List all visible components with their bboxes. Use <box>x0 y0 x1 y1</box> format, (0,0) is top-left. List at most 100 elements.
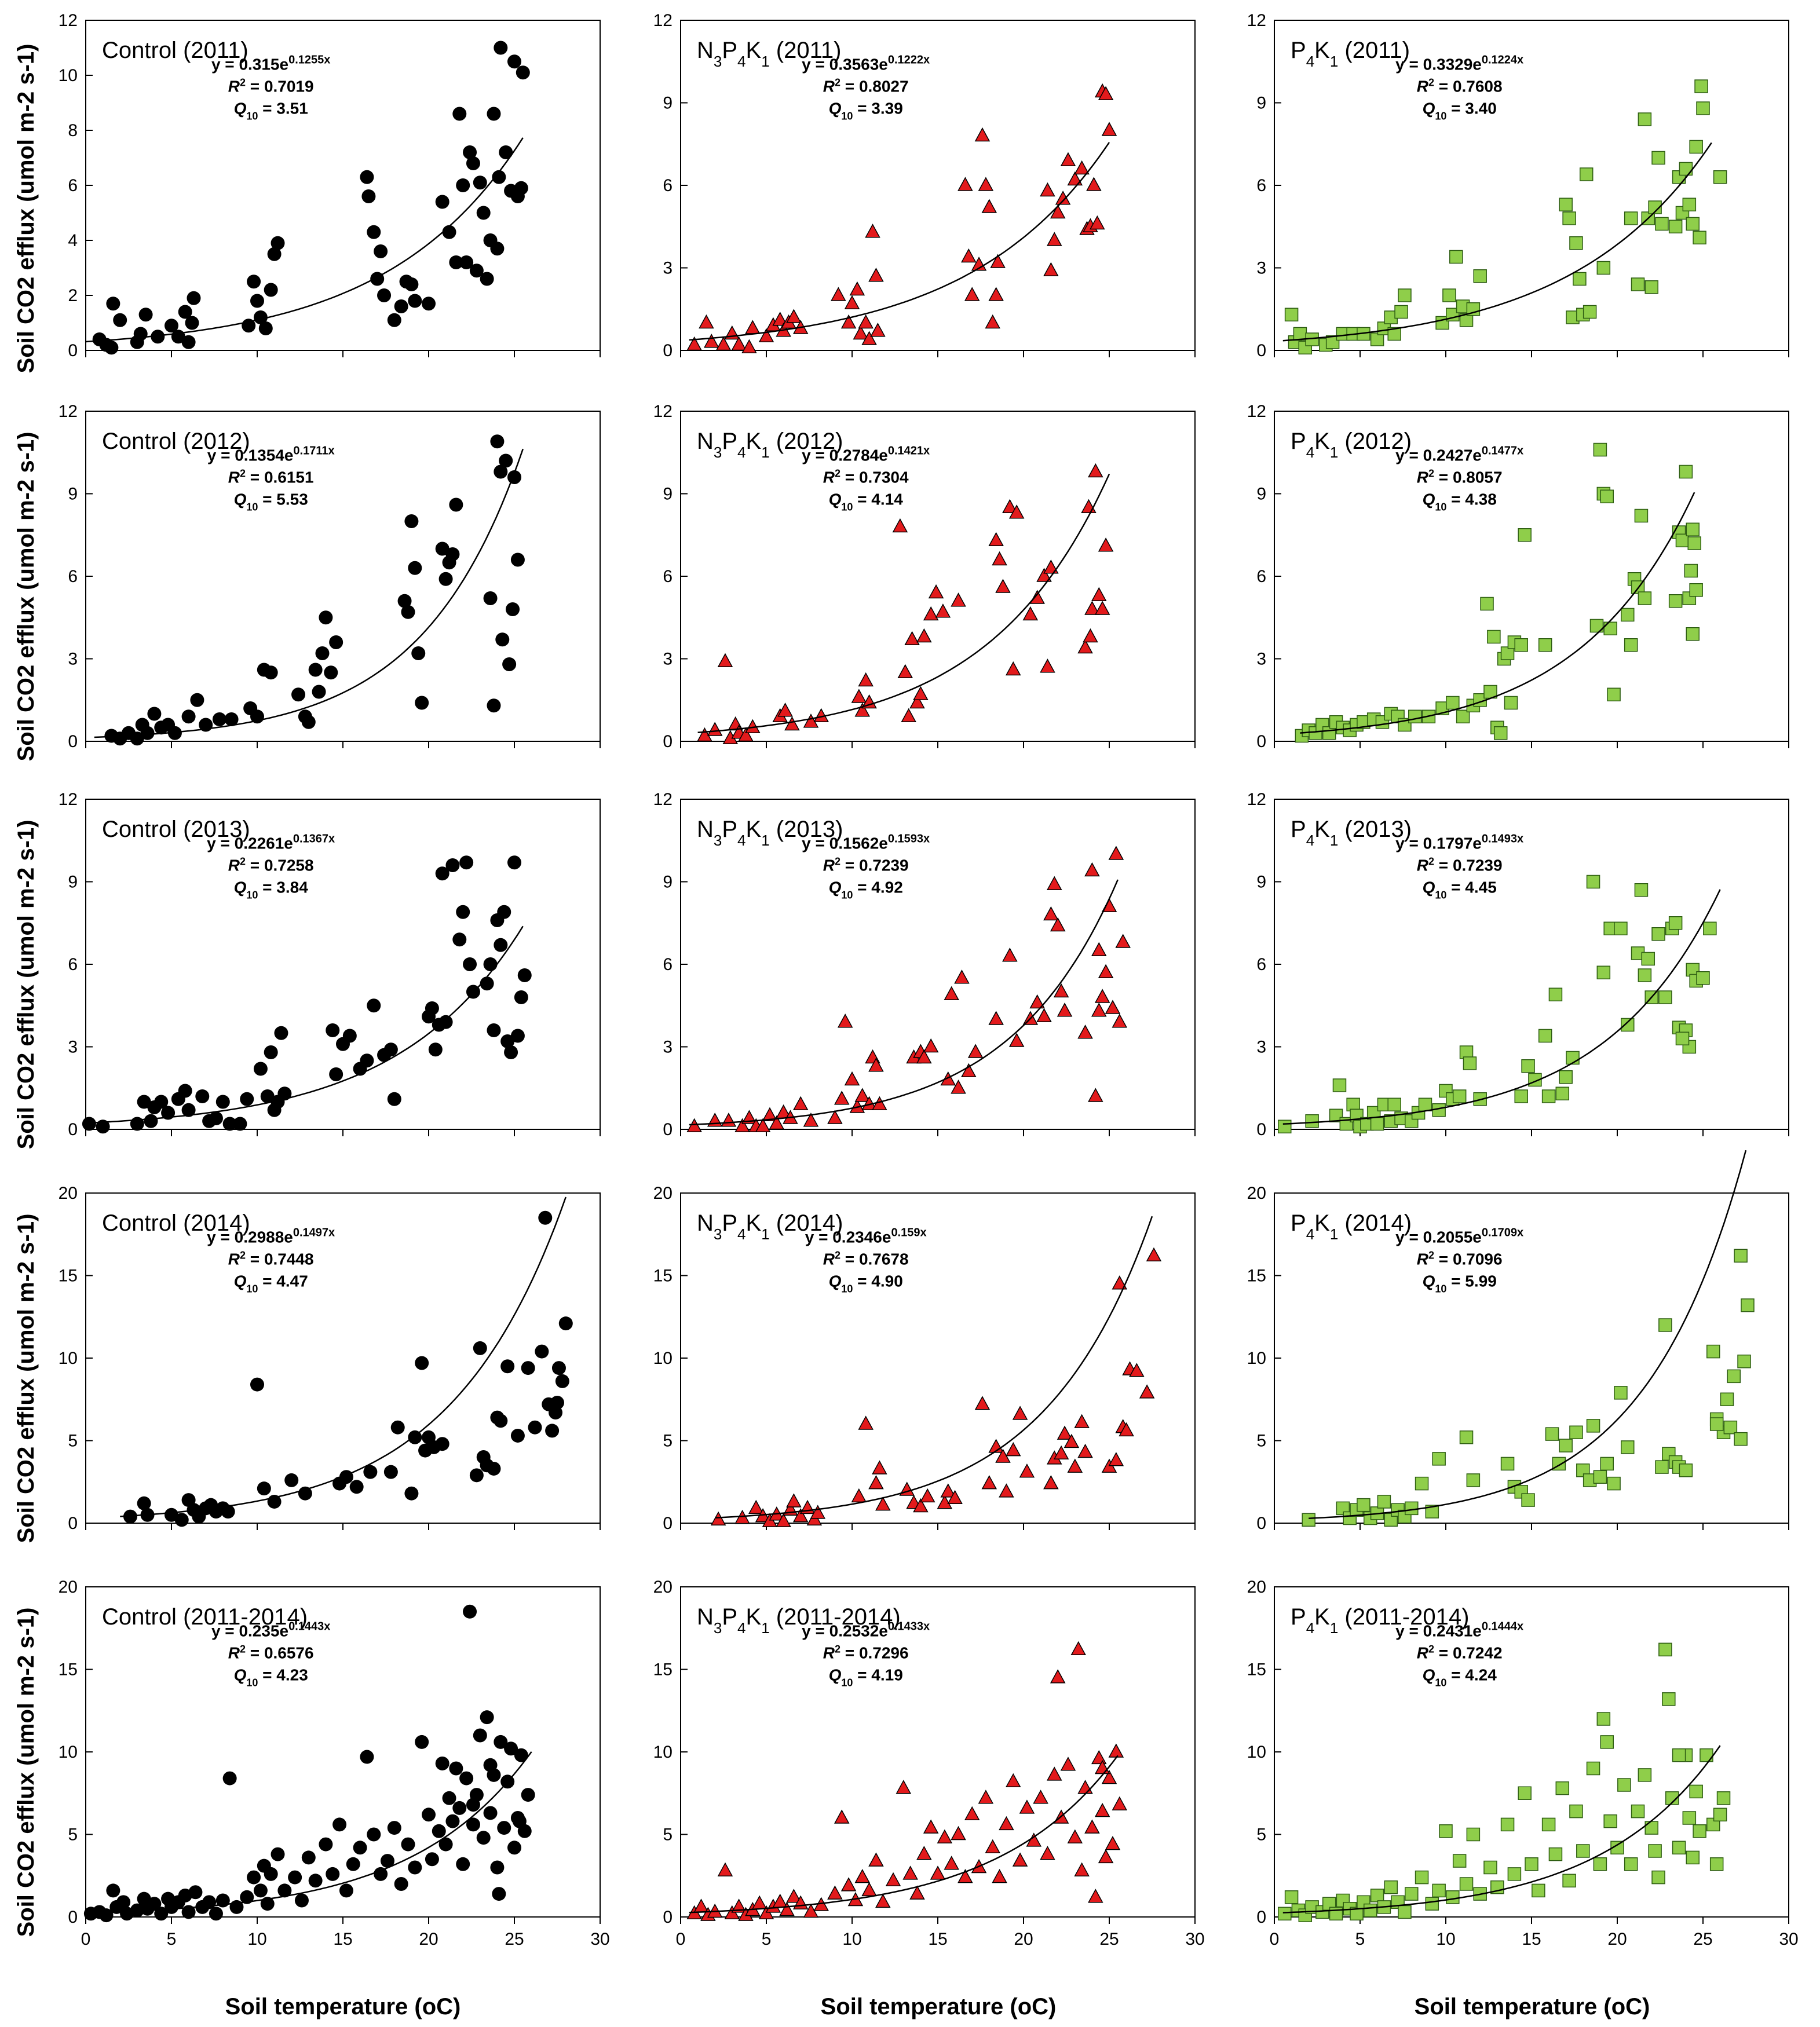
eq-base: e <box>280 1622 289 1640</box>
data-point <box>1466 1827 1481 1842</box>
data-point <box>367 1827 381 1842</box>
data-point <box>360 170 374 184</box>
eq-base: e <box>280 56 289 74</box>
data-point <box>459 255 474 269</box>
eq-coefficient: 0.1797 <box>1423 835 1473 852</box>
data-point <box>1060 152 1076 166</box>
eq-coefficient: 0.2261 <box>235 835 284 852</box>
fit-q10: Q10 = 4.47 <box>234 1272 308 1295</box>
data-point <box>1012 1406 1028 1420</box>
data-point <box>1384 1880 1398 1894</box>
y-tick-label: 20 <box>59 1578 78 1597</box>
eq-coefficient: 0.235 <box>239 1622 279 1640</box>
data-point <box>187 291 201 305</box>
data-point <box>188 1885 203 1900</box>
data-point <box>854 1088 871 1102</box>
fit-equation: y = 0.2346e0.159x <box>805 1227 927 1246</box>
data-point <box>784 716 800 731</box>
data-point <box>1638 112 1652 126</box>
y-axis-label-row-4: Soil CO2 efflux (umol m-2 s-1) <box>13 1214 39 1543</box>
title-text: K <box>746 817 762 842</box>
data-point <box>1562 211 1576 225</box>
x-tick-label: 0 <box>676 1930 686 1949</box>
eq-base: e <box>284 835 293 852</box>
data-point <box>545 1424 560 1438</box>
y-axis-label-text: Soil CO2 efflux (umol m-2 s-1) <box>13 44 39 374</box>
data-point <box>1741 1298 1755 1312</box>
data-point <box>923 1038 939 1053</box>
data-point <box>1538 1029 1552 1043</box>
data-point <box>1483 1860 1497 1875</box>
fit-r-squared: R2 = 0.7019 <box>228 77 314 96</box>
data-point <box>1641 952 1655 966</box>
data-point <box>428 1042 443 1057</box>
r2-power: 2 <box>1428 468 1434 480</box>
data-point <box>803 1113 819 1127</box>
eq-prefix: y = <box>1395 447 1423 464</box>
r2-value: 0.8057 <box>1453 469 1503 486</box>
data-point <box>1610 1841 1624 1855</box>
y-tick-label: 10 <box>59 1743 78 1762</box>
eq-coefficient: 0.2431 <box>1423 1622 1473 1640</box>
data-point <box>264 283 278 297</box>
data-point <box>332 1817 347 1832</box>
data-point <box>510 553 525 567</box>
panel-title: N3P4K1 (2013) <box>697 817 843 849</box>
data-points <box>123 1210 573 1527</box>
title-subscript: 4 <box>1306 53 1314 70</box>
data-point <box>438 1837 453 1852</box>
eq-exponent: 0.1444x <box>1482 1620 1523 1633</box>
y-tick-label: 0 <box>68 341 78 360</box>
y-tick-label: 9 <box>1256 485 1266 504</box>
data-point <box>377 288 392 302</box>
data-points <box>92 41 530 355</box>
eq-prefix: y = <box>207 1228 234 1246</box>
q10-subscript: 10 <box>246 1283 258 1295</box>
data-point <box>786 1889 802 1903</box>
title-text: K <box>746 1210 762 1236</box>
data-point <box>1538 638 1552 652</box>
plot-frame <box>680 799 1196 1130</box>
data-point <box>1370 1889 1384 1902</box>
data-point <box>738 727 754 742</box>
data-point <box>415 1356 429 1370</box>
title-text: (2011) <box>1338 38 1410 63</box>
data-point <box>181 1103 196 1117</box>
q10-symbol: Q <box>829 100 842 118</box>
r2-symbol: R <box>1417 1644 1429 1662</box>
q10-symbol: Q <box>829 1272 842 1290</box>
data-point <box>1057 1002 1073 1017</box>
y-tick-label: 0 <box>68 1514 78 1533</box>
y-tick-label: 20 <box>1247 1184 1266 1203</box>
data-point <box>961 1063 977 1077</box>
r2-equals: = <box>840 469 859 486</box>
data-point <box>1053 983 1069 998</box>
data-point <box>495 632 510 647</box>
data-point <box>1514 1089 1528 1103</box>
r2-power: 2 <box>240 77 246 89</box>
fit-q10: Q10 = 3.40 <box>1423 100 1497 122</box>
data-point <box>1091 1002 1107 1017</box>
data-point <box>106 297 120 311</box>
q10-equals: = <box>258 879 276 897</box>
fit-equation: y = 0.2988e0.1497x <box>207 1227 335 1246</box>
fit-equation: y = 0.315e0.1255x <box>211 54 330 74</box>
title-subscript: 1 <box>761 832 769 849</box>
data-point <box>551 1361 566 1375</box>
data-point <box>277 1883 292 1898</box>
data-point <box>844 295 860 309</box>
data-point <box>387 1092 401 1106</box>
data-point <box>1693 1824 1706 1838</box>
data-point <box>483 591 498 605</box>
data-point <box>1394 305 1408 319</box>
q10-symbol: Q <box>234 1272 247 1290</box>
fit-q10: Q10 = 4.23 <box>234 1666 308 1689</box>
data-point <box>1631 1804 1645 1819</box>
data-point <box>1325 335 1340 349</box>
data-point <box>1377 1495 1391 1509</box>
r2-symbol: R <box>823 1250 835 1268</box>
data-point <box>550 1395 564 1410</box>
title-text: P <box>1291 38 1306 63</box>
